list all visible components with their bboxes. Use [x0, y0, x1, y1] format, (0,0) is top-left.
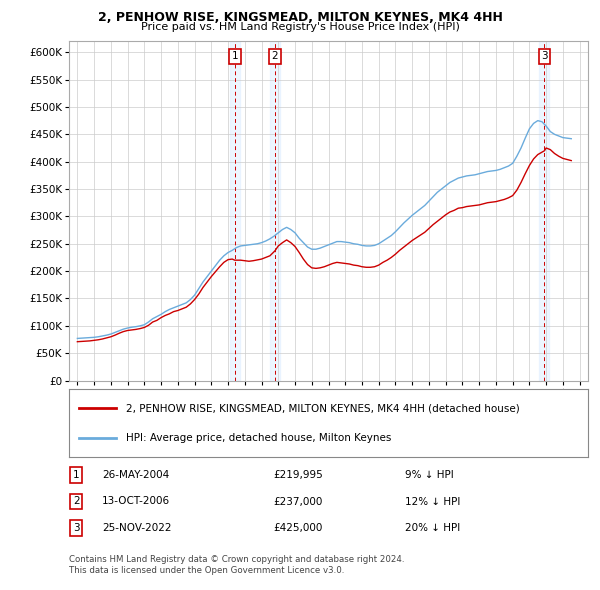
- Bar: [270, 41, 280, 381]
- Text: £219,995: £219,995: [273, 470, 323, 480]
- Text: This data is licensed under the Open Government Licence v3.0.: This data is licensed under the Open Gov…: [69, 566, 344, 575]
- Text: 13-OCT-2006: 13-OCT-2006: [102, 497, 170, 506]
- Text: 25-NOV-2022: 25-NOV-2022: [102, 523, 172, 533]
- Text: 2: 2: [73, 497, 80, 506]
- Text: 3: 3: [73, 523, 80, 533]
- Text: £237,000: £237,000: [273, 497, 322, 506]
- Text: 2, PENHOW RISE, KINGSMEAD, MILTON KEYNES, MK4 4HH: 2, PENHOW RISE, KINGSMEAD, MILTON KEYNES…: [98, 11, 502, 24]
- Text: 1: 1: [73, 470, 80, 480]
- Text: £425,000: £425,000: [273, 523, 322, 533]
- Text: 9% ↓ HPI: 9% ↓ HPI: [405, 470, 454, 480]
- Text: 26-MAY-2004: 26-MAY-2004: [102, 470, 169, 480]
- Text: Price paid vs. HM Land Registry's House Price Index (HPI): Price paid vs. HM Land Registry's House …: [140, 22, 460, 32]
- Text: 20% ↓ HPI: 20% ↓ HPI: [405, 523, 460, 533]
- Text: Contains HM Land Registry data © Crown copyright and database right 2024.: Contains HM Land Registry data © Crown c…: [69, 555, 404, 563]
- Text: HPI: Average price, detached house, Milton Keynes: HPI: Average price, detached house, Milt…: [126, 433, 391, 443]
- Text: 1: 1: [232, 51, 238, 61]
- Text: 2: 2: [272, 51, 278, 61]
- Text: 12% ↓ HPI: 12% ↓ HPI: [405, 497, 460, 506]
- Text: 2, PENHOW RISE, KINGSMEAD, MILTON KEYNES, MK4 4HH (detached house): 2, PENHOW RISE, KINGSMEAD, MILTON KEYNES…: [126, 404, 520, 414]
- Bar: [539, 41, 550, 381]
- Bar: [230, 41, 240, 381]
- Text: 3: 3: [541, 51, 548, 61]
